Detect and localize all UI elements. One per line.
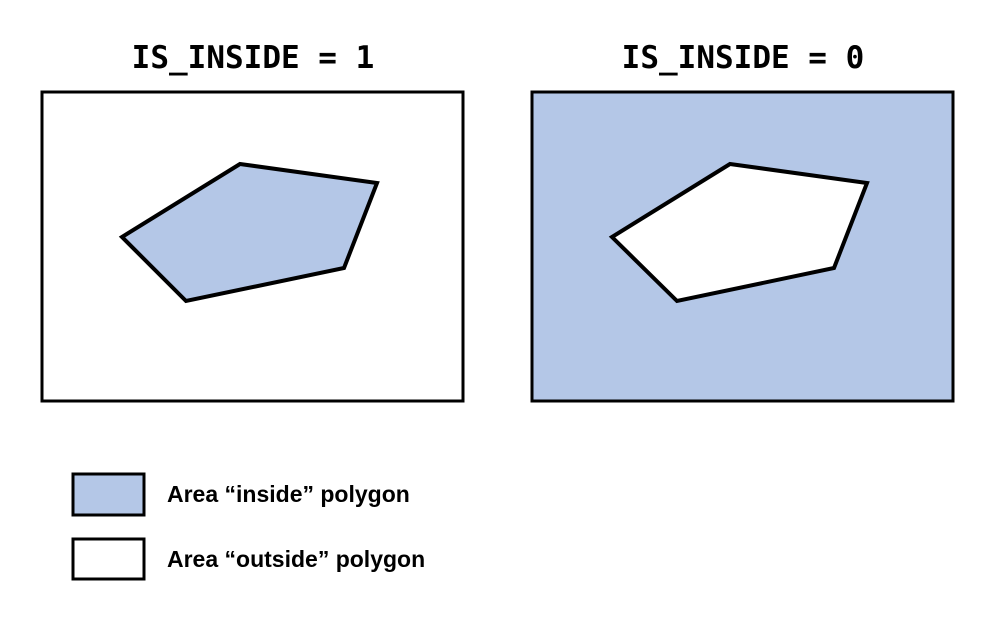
polygon-right-blank [608, 161, 870, 304]
panel-title-is-inside-0: IS_INSIDE = 0 [622, 40, 865, 76]
polygon-left-shaded [118, 161, 380, 304]
legend-item-inside: Area “inside” polygon [71, 472, 410, 517]
legend-label-outside: Area “outside” polygon [167, 546, 425, 572]
legend-item-outside: Area “outside” polygon [71, 537, 425, 581]
panel-is-inside-0: IS_INSIDE = 0 [530, 40, 955, 403]
legend: Area “inside” polygon Area “outside” pol… [71, 472, 425, 581]
legend-swatch-outside [71, 537, 146, 581]
panel-title-is-inside-1: IS_INSIDE = 1 [132, 40, 375, 76]
legend-label-inside: Area “inside” polygon [167, 481, 410, 507]
panel-is-inside-1: IS_INSIDE = 1 [40, 40, 465, 403]
legend-swatch-inside [71, 472, 146, 517]
